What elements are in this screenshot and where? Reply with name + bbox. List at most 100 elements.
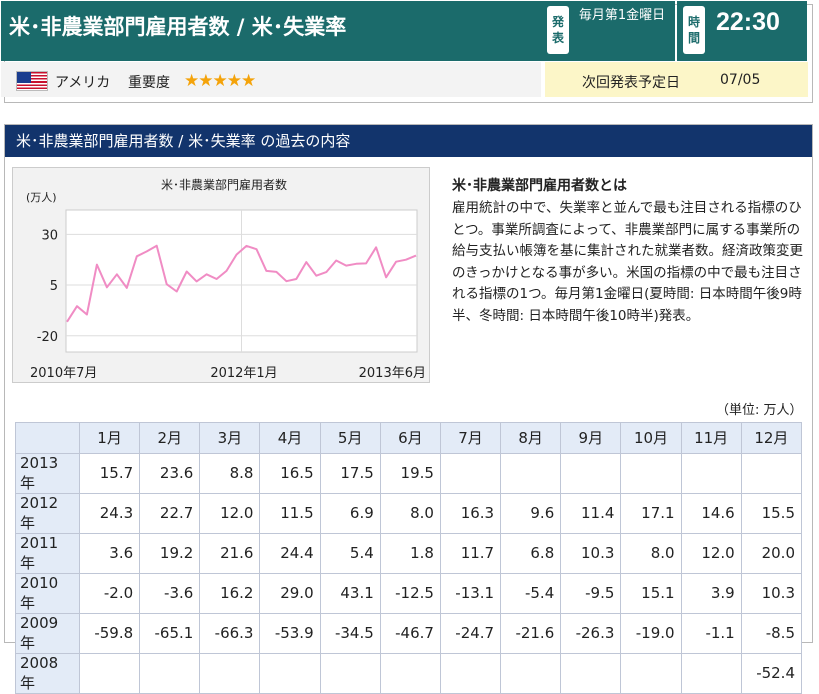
value-cell [78,652,141,694]
month-header: 10月 [620,422,682,454]
x-tick-label: 2010年7月 [30,366,97,381]
value-cell: 21.6 [199,532,261,574]
month-header: 4月 [259,422,321,454]
month-header: 11月 [680,422,742,454]
month-header: 5月 [319,422,381,454]
value-cell: 14.6 [680,492,742,534]
value-cell: 8.0 [620,532,682,574]
value-cell: -13.1 [439,572,502,614]
value-cell: -19.0 [620,612,682,654]
x-tick-label: 2012年1月 [210,366,277,381]
table-row: 2011年 3.6 19.2 21.6 24.4 5.4 1.8 11.7 6.8 10.3 8.0… [15,532,803,574]
value-cell: 16.2 [199,572,261,614]
value-cell [620,452,682,494]
value-cell: -34.5 [319,612,381,654]
us-flag-icon [16,71,48,91]
month-header: 9月 [560,422,622,454]
value-cell: -24.7 [439,612,502,654]
indicator-title: 米･非農業部門雇用者数 / 米･失業率 [1,1,541,61]
value-cell: -9.5 [560,572,622,614]
value-cell [259,652,321,694]
value-cell: -5.4 [500,572,562,614]
x-tick-label: 2013年6月 [359,366,426,381]
value-cell: 5.4 [319,532,381,574]
table-row: 2012年 24.3 22.7 12.0 11.5 6.9 8.0 16.3 9.6 11.4 17… [15,492,803,534]
value-cell: -21.6 [500,612,562,654]
next-release-panel [545,62,808,97]
value-cell: -1.1 [680,612,742,654]
year-cell: 2011年 [15,532,80,574]
value-cell: 19.5 [379,452,441,494]
next-release-date: 07/05 [720,72,761,88]
importance-label: 重要度 [128,75,170,91]
month-header: 8月 [500,422,562,454]
value-cell: 11.4 [560,492,622,534]
month-header: 3月 [199,422,261,454]
value-cell [199,652,261,694]
value-cell: 10.3 [560,532,622,574]
value-cell: -26.3 [560,612,622,654]
value-cell [439,452,502,494]
value-cell [500,452,562,494]
section-title: 米･非農業部門雇用者数 / 米･失業率 の過去の内容 [5,125,812,157]
value-cell: 15.7 [78,452,141,494]
release-time: 22:30 [716,8,780,36]
value-cell [680,652,742,694]
month-header: 12月 [740,422,803,454]
table-row: 2009年 -59.8 -65.1 -66.3 -53.9 -34.5 -46.7 -24.7… [15,612,803,654]
value-cell: 43.1 [319,572,381,614]
table-row: 2008年 -52.4 [15,652,803,694]
history-section: 米･非農業部門雇用者数 / 米･失業率 の過去の内容 [4,124,813,643]
value-cell: 24.3 [78,492,141,534]
y-axis-unit: (万人) [26,191,57,204]
history-table: 1月 2月 3月 4月 5月 6月 7月 8月 9月 10月 11月 12月 2013年 15.7 23.… [15,422,803,694]
value-cell: 24.4 [259,532,321,574]
value-cell: 8.0 [379,492,441,534]
value-cell: 17.5 [319,452,381,494]
value-cell: -46.7 [379,612,441,654]
month-header: 2月 [139,422,201,454]
value-cell: 3.6 [78,532,141,574]
table-row: 2010年 -2.0 -3.6 16.2 29.0 43.1 -12.5 -13.1 -5.4-… [15,572,803,614]
value-cell [620,652,682,694]
year-cell: 2010年 [15,572,80,614]
value-cell: 23.6 [139,452,201,494]
value-cell: 1.8 [379,532,441,574]
value-cell: -59.8 [78,612,141,654]
value-cell: -65.1 [139,612,201,654]
value-cell: 17.1 [620,492,682,534]
y-tick-label: 5 [50,279,58,294]
value-cell: 15.5 [740,492,803,534]
value-cell: 22.7 [139,492,201,534]
value-cell [680,452,742,494]
year-cell: 2008年 [15,652,80,694]
value-cell: 29.0 [259,572,321,614]
table-header-row: 1月 2月 3月 4月 5月 6月 7月 8月 9月 10月 11月 12月 [15,422,803,454]
value-cell: 16.5 [259,452,321,494]
country-name: アメリカ [55,75,111,91]
release-badge: 発表 [547,6,569,54]
value-cell [379,652,441,694]
value-cell [139,652,201,694]
value-cell: 16.3 [439,492,502,534]
value-cell: -53.9 [259,612,321,654]
value-cell: -52.4 [740,652,803,694]
month-header: 7月 [439,422,502,454]
year-cell: 2013年 [15,452,80,494]
country-row [1,62,541,97]
month-header: 6月 [379,422,441,454]
year-cell: 2009年 [15,612,80,654]
importance-stars: ★★★★★ [184,71,256,91]
value-cell: -2.0 [78,572,141,614]
value-cell: 6.8 [500,532,562,574]
month-header: 1月 [78,422,141,454]
value-cell: 11.7 [439,532,502,574]
value-cell: 19.2 [139,532,201,574]
table-row: 2013年 15.7 23.6 8.8 16.5 17.5 19.5 [15,452,803,494]
release-schedule: 毎月第1金曜日 [578,8,666,23]
value-cell: 6.9 [319,492,381,534]
chart-title: 米･非農業部門雇用者数 [161,177,287,192]
value-cell: -66.3 [199,612,261,654]
value-cell [319,652,381,694]
value-cell: 8.8 [199,452,261,494]
